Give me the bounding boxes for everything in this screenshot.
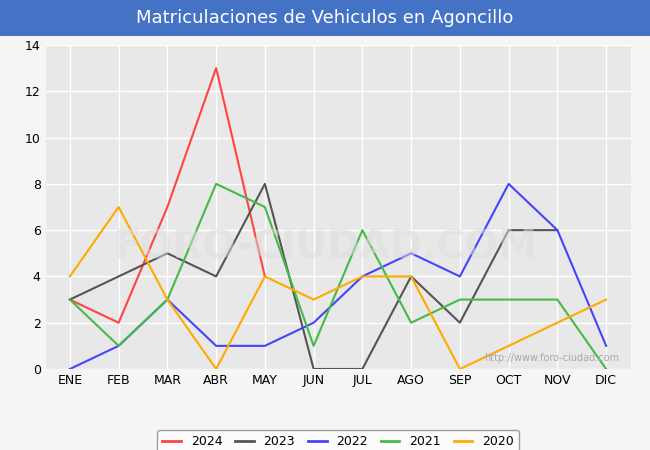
Legend: 2024, 2023, 2022, 2021, 2020: 2024, 2023, 2022, 2021, 2020 bbox=[157, 431, 519, 450]
Text: http://www.foro-ciudad.com: http://www.foro-ciudad.com bbox=[484, 352, 619, 363]
Text: FORO-CIUDAD.COM: FORO-CIUDAD.COM bbox=[113, 229, 537, 266]
Text: Matriculaciones de Vehiculos en Agoncillo: Matriculaciones de Vehiculos en Agoncill… bbox=[136, 9, 514, 27]
